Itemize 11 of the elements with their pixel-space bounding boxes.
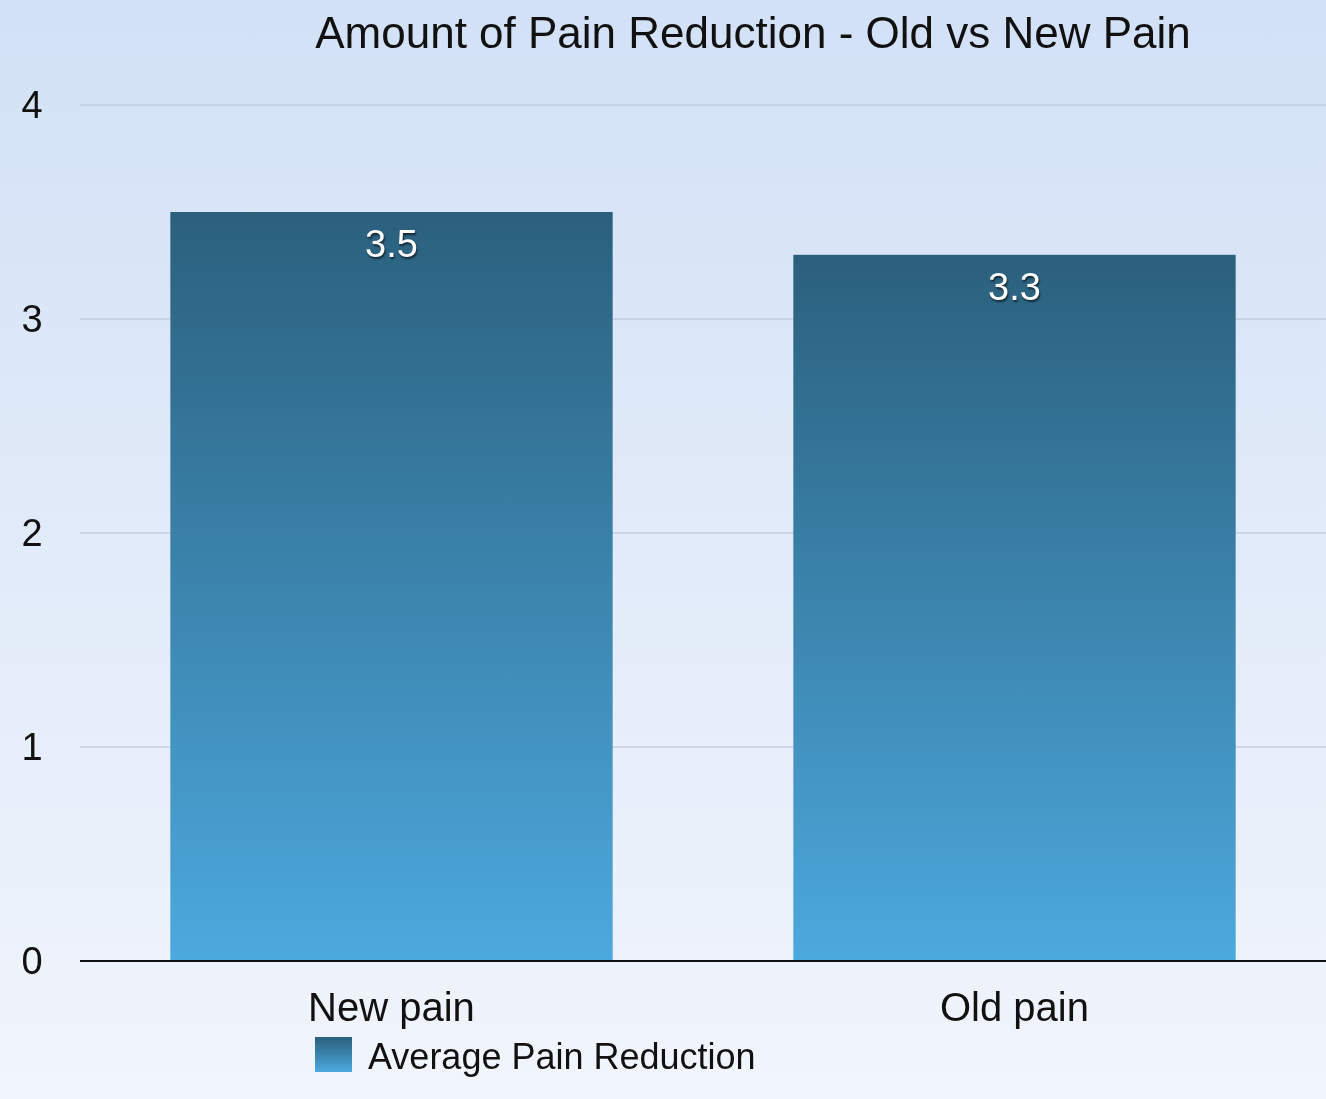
data-label: 3.3 [988,265,1041,308]
data-label: 3.5 [365,223,418,265]
x-tick-label: New pain [308,985,475,1029]
x-tick-label: Old pain [940,985,1089,1029]
y-tick-label: 2 [21,512,43,554]
y-tick-label: 0 [21,940,43,982]
y-tick-label: 1 [21,726,43,768]
chart-title: Amount of Pain Reduction - Old vs New Pain [315,8,1191,57]
legend-label: Average Pain Reduction [368,1036,756,1077]
y-tick-label: 3 [21,298,43,340]
y-tick-label: 4 [21,84,43,126]
